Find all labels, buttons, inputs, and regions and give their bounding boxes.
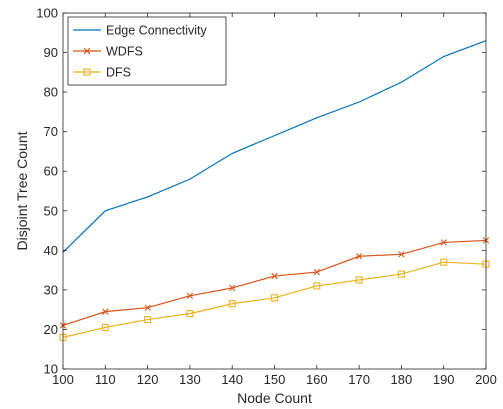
data-point bbox=[186, 292, 194, 300]
x-tick-label: 130 bbox=[179, 372, 201, 387]
data-point bbox=[398, 251, 405, 258]
x-tick-label: 140 bbox=[221, 372, 243, 387]
x-tick-label: 190 bbox=[433, 372, 455, 387]
series-line-0 bbox=[62, 40, 487, 253]
legend-label: Edge Connectivity bbox=[106, 24, 208, 38]
data-point bbox=[102, 308, 109, 315]
legend-entry-0: Edge Connectivity bbox=[73, 24, 208, 38]
data-point bbox=[101, 323, 109, 332]
series-0 bbox=[62, 40, 487, 253]
x-tick-label: 170 bbox=[348, 372, 370, 387]
y-tick-label: 20 bbox=[44, 322, 58, 337]
data-point bbox=[313, 268, 320, 276]
x-tick-label: 150 bbox=[264, 372, 286, 387]
x-tick-label: 100 bbox=[52, 372, 74, 387]
legend-entry-2: DFS bbox=[73, 66, 131, 80]
data-point bbox=[271, 272, 278, 280]
data-point bbox=[229, 284, 236, 292]
y-tick-label: 100 bbox=[36, 6, 58, 21]
series-1 bbox=[59, 237, 490, 329]
y-tick-label: 60 bbox=[44, 164, 58, 179]
legend-label: WDFS bbox=[106, 45, 143, 59]
axes-layer: 100 110 120 130 140 150 160 170 180 190 200 10 20 30 4… bbox=[36, 6, 497, 388]
series-line-2 bbox=[62, 261, 487, 338]
x-axis-label: Node Count bbox=[237, 390, 312, 406]
y-tick-label: 40 bbox=[44, 243, 58, 258]
data-point bbox=[186, 310, 194, 318]
y-tick-label: 10 bbox=[44, 362, 58, 377]
x-tick-label: 160 bbox=[306, 372, 328, 387]
data-point bbox=[440, 239, 447, 246]
y-tick-label: 70 bbox=[44, 124, 58, 139]
legend-swatch-marker bbox=[83, 68, 91, 76]
data-point bbox=[144, 304, 151, 311]
data-point bbox=[355, 253, 363, 260]
data-point bbox=[397, 270, 405, 278]
data-point bbox=[440, 258, 448, 266]
data-point bbox=[270, 294, 279, 302]
y-tick-label: 80 bbox=[44, 85, 58, 100]
y-tick-label: 50 bbox=[44, 203, 58, 218]
legend-entry-1: WDFS bbox=[73, 45, 143, 59]
y-axis-label: Disjoint Tree Count bbox=[14, 131, 30, 250]
data-point bbox=[313, 282, 321, 290]
x-tick-label: 120 bbox=[137, 372, 159, 387]
data-point bbox=[228, 300, 236, 308]
legend-swatch-marker bbox=[83, 47, 91, 55]
x-tick-label: 200 bbox=[475, 372, 497, 387]
legend: Edge Connectivity WDFS DFS bbox=[67, 16, 227, 86]
y-tick-label: 30 bbox=[44, 282, 58, 297]
x-tick-label: 110 bbox=[95, 372, 116, 387]
data-point bbox=[144, 316, 152, 324]
y-tick-label: 90 bbox=[44, 45, 58, 60]
x-tick-label: 180 bbox=[391, 372, 413, 387]
legend-label: DFS bbox=[106, 66, 131, 80]
series-layer bbox=[59, 40, 490, 341]
data-point bbox=[355, 276, 363, 284]
